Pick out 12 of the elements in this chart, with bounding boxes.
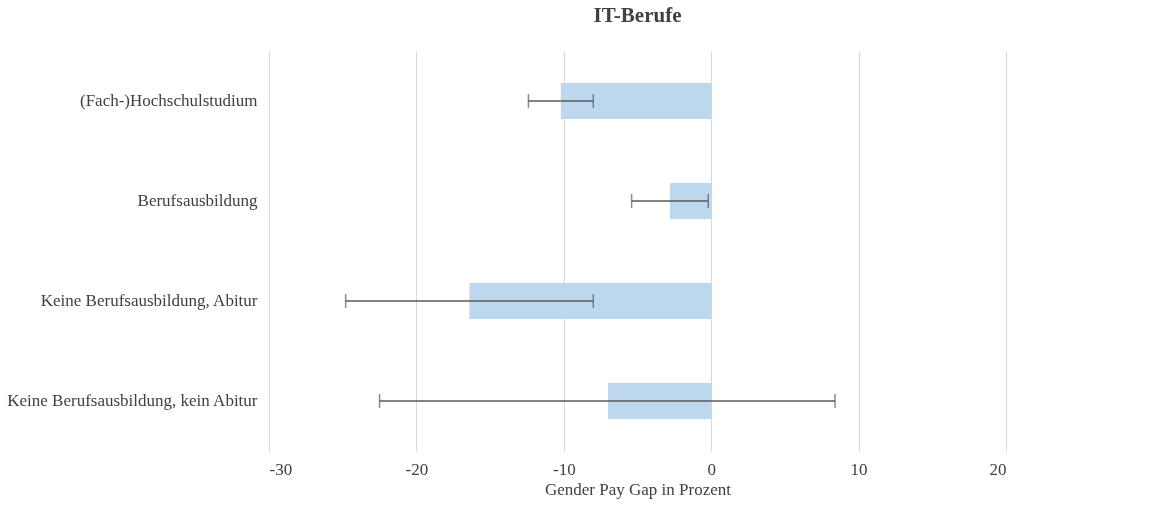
- y-tick-label: (Fach-)Hochschulstudium: [79, 91, 258, 110]
- y-tick-label: Keine Berufsausbildung, Abitur: [40, 291, 258, 310]
- y-tick-label: Berufsausbildung: [137, 191, 258, 210]
- x-tick-label: -30: [269, 459, 293, 479]
- x-tick-label: 20: [989, 459, 1007, 479]
- chart-title: IT-Berufe: [593, 3, 682, 27]
- x-axis-title: Gender Pay Gap in Prozent: [544, 479, 732, 499]
- x-tick-label: -10: [552, 459, 576, 479]
- x-tick-label: 10: [850, 459, 868, 479]
- x-tick-label: -20: [405, 459, 429, 479]
- y-tick-label: Keine Berufsausbildung, kein Abitur: [7, 391, 258, 410]
- x-tick-label: 0: [707, 459, 716, 479]
